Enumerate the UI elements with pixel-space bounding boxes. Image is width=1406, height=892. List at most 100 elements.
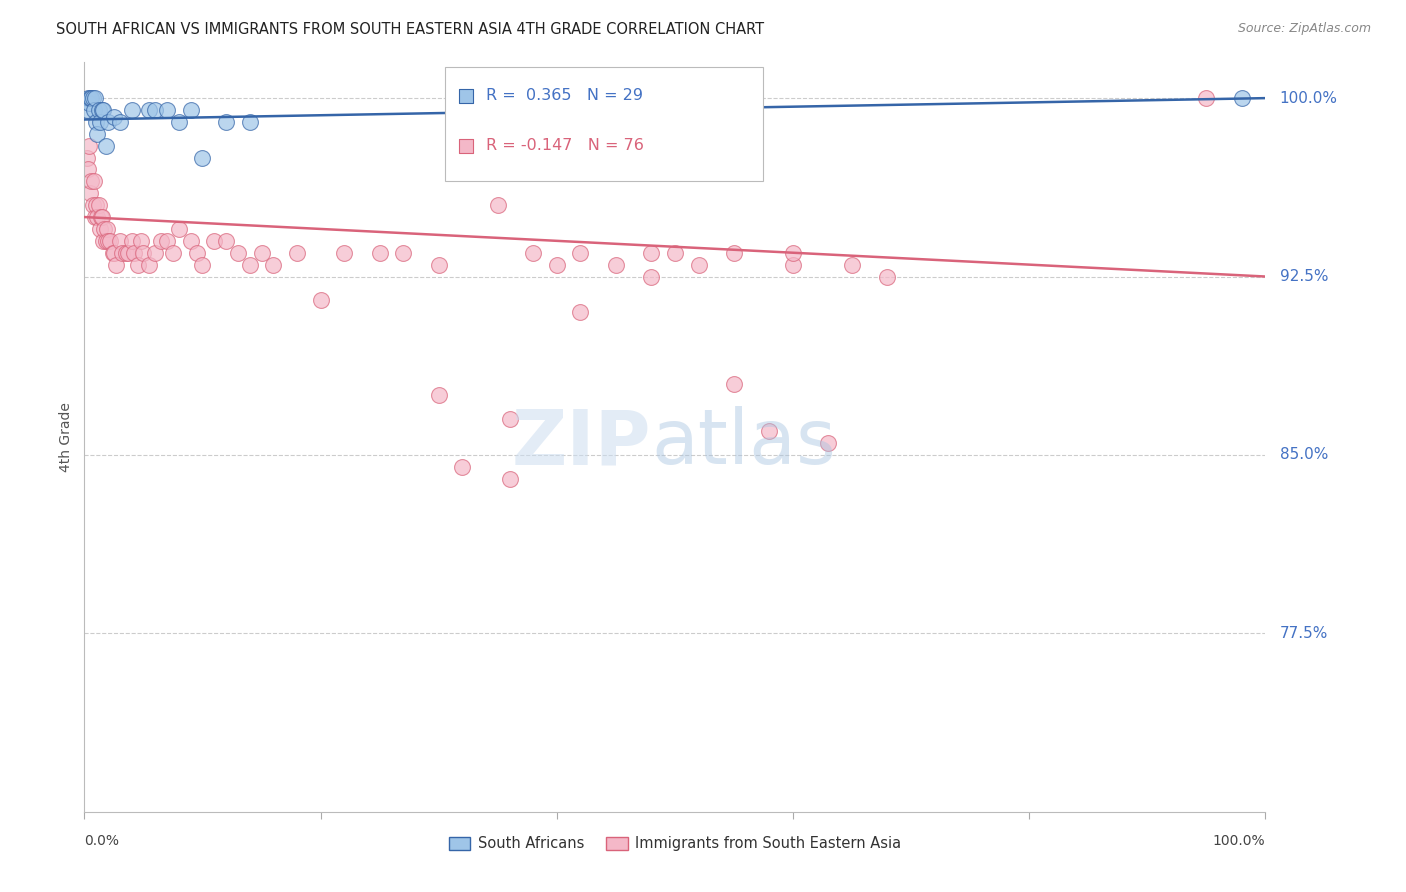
- Text: Source: ZipAtlas.com: Source: ZipAtlas.com: [1237, 22, 1371, 36]
- Point: [723, 376, 745, 391]
- Point: [215, 115, 238, 129]
- Point: [239, 115, 262, 129]
- Point: [101, 245, 124, 260]
- Point: [640, 245, 662, 260]
- Point: [94, 234, 117, 248]
- Point: [143, 103, 166, 117]
- Point: [143, 245, 166, 260]
- Point: [91, 103, 114, 117]
- Point: [98, 234, 121, 248]
- Y-axis label: 4th Grade: 4th Grade: [59, 402, 73, 472]
- Text: ZIP: ZIP: [512, 406, 651, 480]
- Point: [86, 127, 108, 141]
- Point: [108, 115, 131, 129]
- Text: SOUTH AFRICAN VS IMMIGRANTS FROM SOUTH EASTERN ASIA 4TH GRADE CORRELATION CHART: SOUTH AFRICAN VS IMMIGRANTS FROM SOUTH E…: [56, 22, 765, 37]
- Point: [117, 245, 139, 260]
- Point: [454, 88, 477, 103]
- Point: [91, 210, 114, 224]
- Point: [82, 198, 104, 212]
- Point: [262, 258, 284, 272]
- Point: [97, 234, 120, 248]
- Point: [82, 91, 104, 105]
- Point: [688, 258, 710, 272]
- Point: [84, 210, 107, 224]
- Point: [782, 258, 804, 272]
- Point: [83, 174, 105, 188]
- FancyBboxPatch shape: [444, 67, 763, 181]
- Point: [87, 198, 110, 212]
- Point: [498, 472, 520, 486]
- Point: [285, 245, 308, 260]
- Point: [108, 234, 131, 248]
- Point: [841, 258, 863, 272]
- Point: [186, 245, 208, 260]
- Point: [90, 210, 112, 224]
- Text: 100.0%: 100.0%: [1279, 91, 1337, 105]
- Point: [156, 103, 179, 117]
- Point: [1195, 91, 1218, 105]
- Point: [76, 151, 98, 165]
- Text: R =  0.365   N = 29: R = 0.365 N = 29: [486, 88, 643, 103]
- Point: [522, 245, 544, 260]
- Point: [94, 138, 117, 153]
- Point: [150, 234, 173, 248]
- Point: [605, 258, 627, 272]
- Point: [96, 222, 118, 236]
- Point: [156, 234, 179, 248]
- Point: [129, 234, 152, 248]
- Point: [758, 424, 780, 438]
- Text: 85.0%: 85.0%: [1279, 448, 1327, 462]
- Point: [191, 258, 214, 272]
- Point: [77, 91, 100, 105]
- Point: [80, 91, 103, 105]
- Point: [91, 234, 114, 248]
- Point: [392, 245, 415, 260]
- Point: [226, 245, 249, 260]
- Point: [876, 269, 898, 284]
- Point: [122, 245, 145, 260]
- Point: [103, 245, 125, 260]
- Point: [180, 103, 202, 117]
- Point: [817, 436, 839, 450]
- Point: [132, 245, 155, 260]
- Point: [333, 245, 356, 260]
- Point: [427, 388, 450, 402]
- Point: [191, 151, 214, 165]
- Point: [79, 186, 101, 201]
- Text: 100.0%: 100.0%: [1213, 834, 1265, 848]
- Point: [86, 210, 108, 224]
- Point: [77, 138, 100, 153]
- Point: [782, 245, 804, 260]
- Text: atlas: atlas: [651, 406, 837, 480]
- Point: [77, 162, 100, 177]
- Point: [180, 234, 202, 248]
- Point: [640, 269, 662, 284]
- Point: [80, 174, 103, 188]
- Point: [546, 258, 568, 272]
- Point: [127, 258, 149, 272]
- Text: R = -0.147   N = 76: R = -0.147 N = 76: [486, 138, 644, 153]
- Point: [454, 138, 477, 153]
- Point: [103, 110, 125, 124]
- Point: [202, 234, 225, 248]
- Point: [723, 245, 745, 260]
- Point: [162, 245, 184, 260]
- Point: [486, 198, 509, 212]
- Point: [93, 222, 115, 236]
- Point: [167, 115, 190, 129]
- Point: [427, 258, 450, 272]
- Point: [89, 222, 111, 236]
- Point: [569, 245, 592, 260]
- Point: [569, 305, 592, 319]
- Point: [138, 258, 160, 272]
- Point: [87, 103, 110, 117]
- Point: [664, 245, 686, 260]
- Point: [309, 293, 332, 308]
- Point: [368, 245, 391, 260]
- Point: [451, 459, 474, 474]
- Point: [91, 103, 114, 117]
- Point: [76, 103, 98, 117]
- Text: 0.0%: 0.0%: [84, 834, 120, 848]
- Point: [1230, 91, 1253, 105]
- Point: [215, 234, 238, 248]
